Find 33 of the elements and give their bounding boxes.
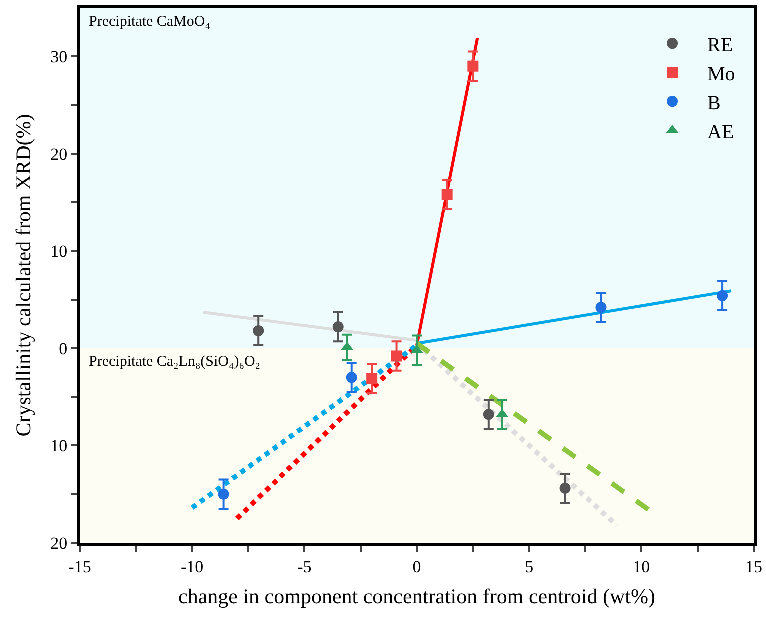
x-tick-label: -5 <box>298 557 312 576</box>
y-tick-label: 20 <box>50 144 68 164</box>
point <box>391 350 402 362</box>
point <box>366 373 378 384</box>
x-tick-label: 10 <box>633 557 650 576</box>
point <box>717 290 728 302</box>
x-tick-label: 5 <box>525 557 534 576</box>
legend-label: Mo <box>708 63 736 86</box>
point <box>596 302 607 314</box>
point <box>218 488 230 500</box>
point <box>346 372 358 384</box>
legend-label: B <box>708 92 721 114</box>
point <box>483 409 494 420</box>
legend-label: RE <box>708 34 734 56</box>
y-tick-label: 30 <box>50 48 68 67</box>
x-axis-title: change in component concentration from centroid (wt%) <box>178 584 656 609</box>
point <box>560 483 571 494</box>
point <box>253 325 264 336</box>
point <box>468 60 479 72</box>
x-tick-label: -10 <box>180 557 204 576</box>
y-tick-label: 10 <box>50 436 68 456</box>
y-axis-title: Crystallinity calculated from XRD(%) <box>12 114 36 437</box>
x-tick-label: -15 <box>68 557 92 576</box>
legend-label: AE <box>708 121 734 144</box>
point <box>332 322 344 333</box>
y-tick-label: 0 <box>59 339 68 358</box>
x-tick-label: 0 <box>412 557 422 576</box>
y-tick-label: 10 <box>50 242 68 262</box>
x-tick-label: 15 <box>746 557 762 576</box>
band-label: Precipitate Ca₂Ln₈(SiO₄)₆O₂ <box>89 354 261 370</box>
y-tick-label: 20 <box>50 534 68 553</box>
band-label: Precipitate CaMoO₄ <box>89 14 210 30</box>
point <box>442 189 453 200</box>
